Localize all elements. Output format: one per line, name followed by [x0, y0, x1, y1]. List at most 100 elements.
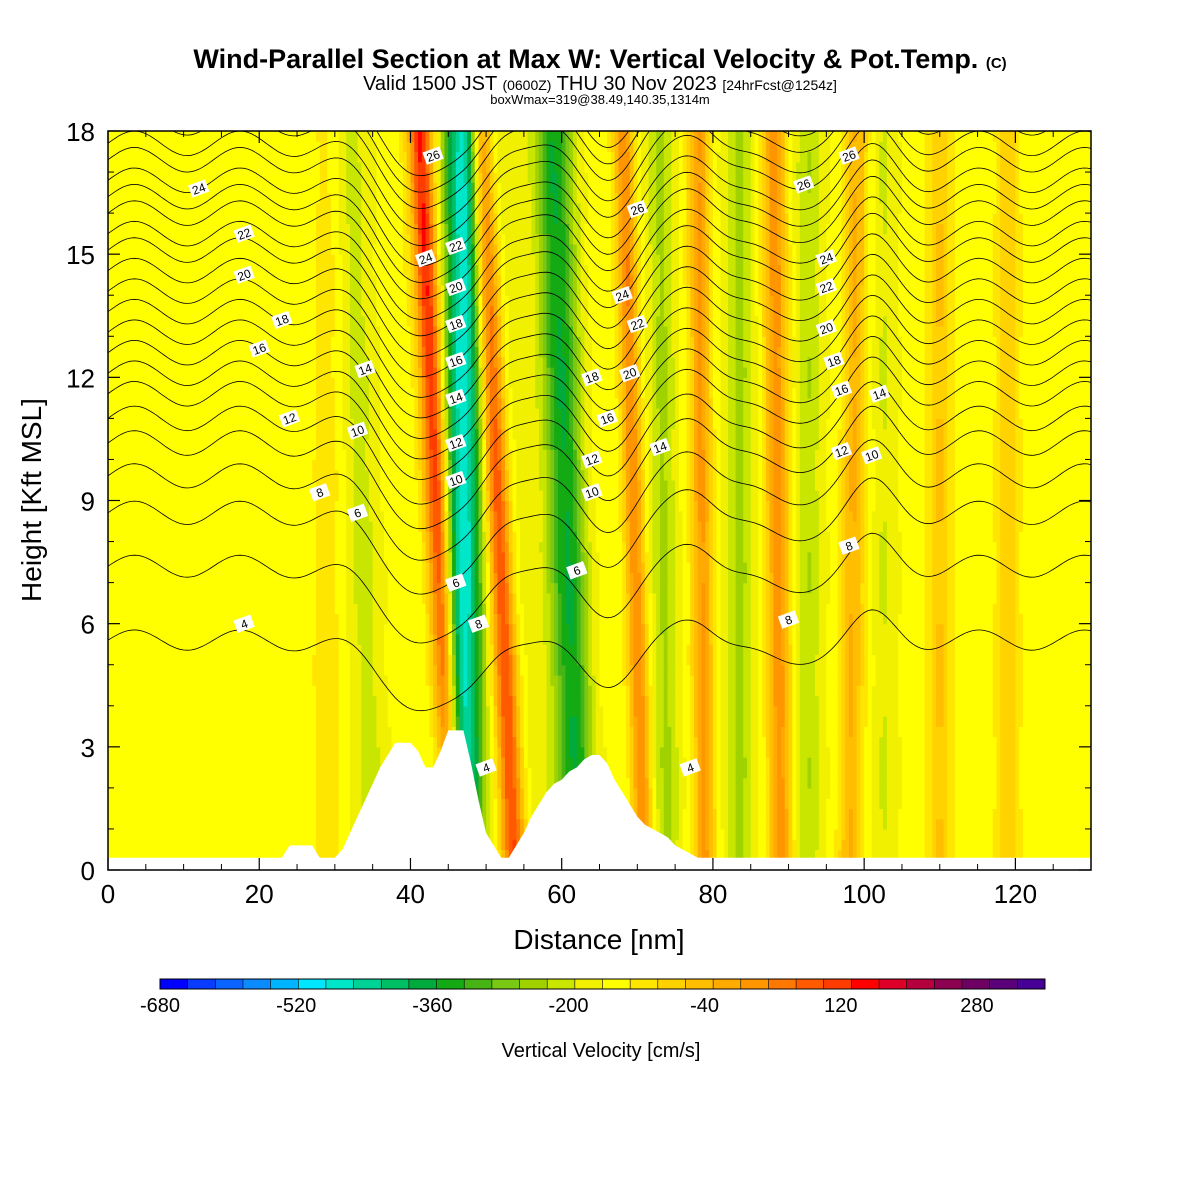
velocity-cell	[641, 531, 646, 543]
velocity-cell	[758, 623, 763, 635]
velocity-cell	[773, 746, 778, 758]
velocity-cell	[622, 592, 627, 604]
velocity-cell	[554, 521, 559, 532]
velocity-cell	[648, 633, 654, 645]
velocity-cell	[735, 510, 744, 522]
velocity-cell	[459, 592, 472, 604]
velocity-cell	[769, 828, 775, 840]
velocity-cell	[474, 746, 480, 758]
velocity-cell	[788, 716, 793, 727]
velocity-cell	[728, 664, 737, 676]
velocity-cell	[573, 377, 578, 389]
velocity-cell	[796, 500, 801, 512]
velocity-cell	[576, 623, 582, 635]
velocity-cell	[924, 438, 933, 450]
velocity-cell	[675, 582, 684, 594]
velocity-cell	[735, 459, 744, 471]
velocity-cell	[697, 849, 703, 861]
velocity-cell	[762, 582, 767, 594]
velocity-cell	[622, 664, 627, 676]
velocity-cell	[871, 613, 884, 625]
velocity-cell	[637, 757, 646, 768]
velocity-cell	[576, 367, 582, 378]
velocity-cell	[550, 479, 555, 491]
velocity-cell	[799, 767, 809, 779]
velocity-cell	[773, 777, 778, 789]
velocity-cell	[709, 633, 714, 645]
velocity-cell	[845, 726, 850, 738]
velocity-cell	[501, 818, 506, 830]
velocity-cell	[486, 418, 491, 430]
velocity-cell	[504, 572, 510, 584]
velocity-cell	[750, 397, 759, 409]
velocity-cell	[667, 633, 676, 645]
velocity-cell	[444, 479, 449, 491]
velocity-cell	[629, 757, 635, 768]
velocity-cell	[470, 510, 476, 522]
velocity-cell	[448, 562, 453, 573]
velocity-cell	[879, 757, 888, 768]
velocity-cell	[954, 818, 994, 830]
velocity-cell	[595, 521, 619, 532]
velocity-cell	[720, 726, 729, 738]
velocity-cell	[837, 459, 843, 471]
velocity-cell	[694, 726, 699, 738]
velocity-cell	[637, 541, 642, 553]
velocity-cell	[694, 521, 699, 532]
velocity-cell	[486, 449, 491, 461]
velocity-cell	[886, 377, 903, 389]
velocity-cell	[845, 808, 850, 820]
velocity-cell	[591, 695, 597, 707]
velocity-cell	[652, 428, 661, 440]
velocity-cell	[792, 582, 797, 594]
velocity-cell	[678, 479, 688, 491]
velocity-cell	[682, 746, 691, 758]
velocity-cell	[852, 633, 861, 645]
velocity-cell	[1015, 459, 1024, 471]
velocity-cell	[765, 633, 771, 645]
velocity-cell	[501, 664, 510, 676]
velocity-cell	[554, 449, 559, 461]
velocity-cell	[429, 685, 434, 697]
velocity-cell	[349, 685, 362, 697]
velocity-cell	[663, 767, 672, 779]
velocity-cell	[588, 664, 593, 676]
velocity-cell	[743, 551, 752, 563]
velocity-cell	[777, 726, 782, 738]
velocity-cell	[580, 736, 585, 748]
velocity-cell	[493, 531, 499, 543]
velocity-cell	[826, 736, 839, 748]
velocity-cell	[569, 531, 578, 543]
velocity-cell	[516, 603, 525, 614]
velocity-cell	[342, 387, 351, 399]
velocity-cell	[448, 623, 453, 635]
velocity-cell	[315, 418, 336, 430]
velocity-cell	[501, 736, 506, 748]
velocity-cell	[421, 469, 427, 481]
velocity-cell	[799, 818, 820, 830]
velocity-cell	[845, 490, 850, 502]
velocity-cell	[954, 839, 994, 851]
velocity-cell	[467, 438, 472, 450]
velocity-cell	[429, 592, 434, 604]
velocity-cell	[629, 777, 635, 789]
velocity-cell	[788, 408, 793, 419]
velocity-cell	[777, 757, 782, 768]
velocity-cell	[1015, 757, 1020, 768]
velocity-cell	[924, 397, 933, 409]
velocity-cell	[784, 716, 790, 727]
velocity-cell	[516, 705, 521, 717]
velocity-cell	[429, 500, 434, 512]
velocity-cell	[758, 716, 763, 727]
velocity-cell	[864, 746, 873, 758]
velocity-cell	[765, 685, 771, 697]
velocity-cell	[440, 541, 446, 553]
velocity-cell	[584, 644, 589, 656]
velocity-cell	[1022, 674, 1091, 686]
velocity-cell	[334, 377, 344, 389]
velocity-cell	[716, 428, 722, 440]
velocity-cell	[1015, 551, 1020, 563]
velocity-cell	[796, 705, 801, 717]
velocity-cell	[943, 705, 948, 717]
velocity-cell	[758, 664, 763, 676]
